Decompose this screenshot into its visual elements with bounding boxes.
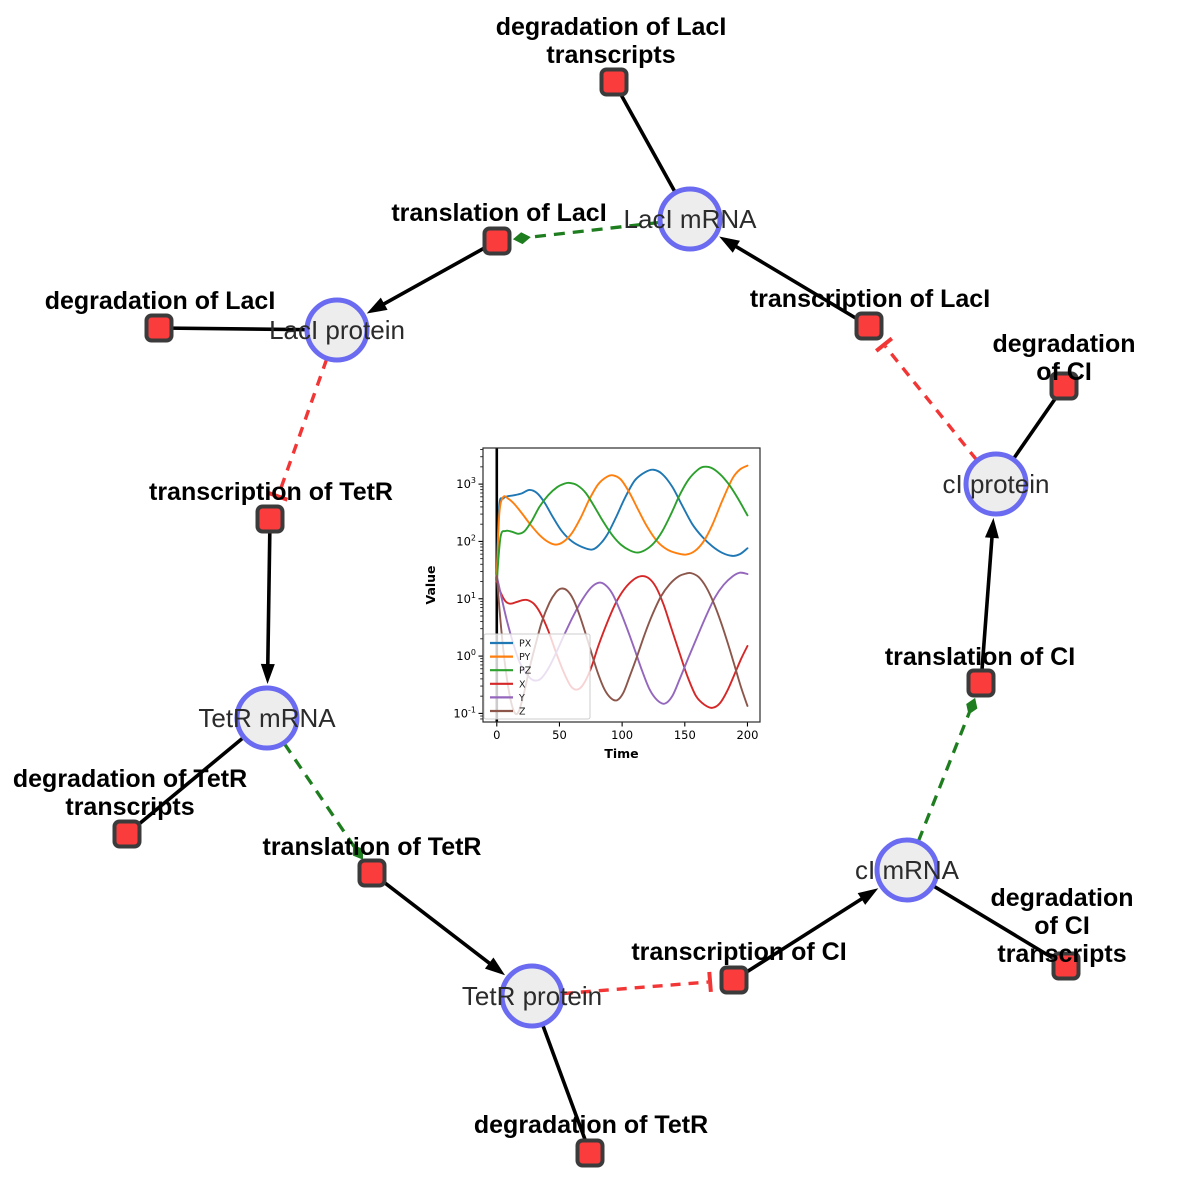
y-tick-label: 10-1 [453,705,476,720]
edge-laci_protein-txn_tetr [267,358,329,502]
reaction-node-deg_ci_tx[interactable] [1051,951,1081,981]
reaction-node-transl_laci[interactable] [482,226,512,256]
y-tick-label: 101 [456,591,476,606]
edges-layer [125,81,1067,1154]
series-PY [495,464,749,577]
species-node-ci_mrna[interactable] [874,837,940,903]
edge-txn_ci-ci_mrna [733,888,879,982]
x-tick-label: 150 [674,728,696,742]
reaction-node-deg_tetr[interactable] [575,1138,605,1168]
edge-transl_ci-ci_protein [979,517,999,684]
species-node-tetr_protein[interactable] [499,963,565,1029]
y-tick-label: 100 [456,648,476,663]
legend-entry-X: X [519,679,526,690]
reaction-node-transl_ci[interactable] [966,668,996,698]
edge-tetr_mrna-transl_tetr [283,742,364,860]
series-X [495,575,749,709]
reaction-node-deg_tetr_tx[interactable] [112,819,142,849]
x-tick-label: 50 [552,728,567,742]
species-node-ci_protein[interactable] [963,451,1029,517]
y-tick-label: 103 [456,476,476,491]
series-PZ [495,465,749,583]
x-axis-label: Time [604,746,638,761]
species-node-laci_protein[interactable] [304,297,370,363]
nodes-layer [112,67,1081,1168]
timecourse-inset-chart: 0 50 100 150 200 10-1 100 101 102 103 PX PY PZ XYZ Tim… [425,438,777,786]
chart-legend: PX PY PZ XYZ [483,633,591,720]
reaction-node-txn_tetr[interactable] [255,504,285,534]
reaction-node-deg_ci[interactable] [1049,371,1079,401]
edge-transl_tetr-tetr_protein [370,871,506,976]
x-tick-label: 0 [493,728,500,742]
x-tick-label: 100 [611,728,633,742]
edge-tetr_protein-txn_ci [562,971,713,996]
edge-transl_laci-laci_protein [366,239,498,314]
plot-box [482,447,761,723]
species-node-laci_mrna[interactable] [657,186,723,252]
reaction-node-transl_tetr[interactable] [357,858,387,888]
reaction-node-deg_laci[interactable] [144,313,174,343]
series-PX [495,468,749,573]
legend-entry-Y: Y [518,693,525,704]
chart-background [425,438,777,786]
reaction-node-txn_laci[interactable] [854,311,884,341]
y-tick-label: 102 [456,533,476,548]
legend-entry-PZ: PZ [519,666,532,677]
edge-txn_tetr-tetr_mrna [260,518,275,685]
x-tick-label: 200 [736,728,758,742]
edge-ci_mrna-transl_ci [916,697,978,842]
legend-entry-Z: Z [519,707,526,718]
edge-txn_laci-laci_mrna [719,236,870,328]
species-node-tetr_mrna[interactable] [234,685,300,751]
legend-entry-PX: PX [519,639,532,650]
reaction-node-deg_laci_tx[interactable] [599,67,629,97]
reaction-node-txn_ci[interactable] [719,965,749,995]
legend-entry-PY: PY [519,652,531,663]
edge-ci_protein-txn_laci [874,336,978,461]
y-axis-label: Value [425,565,438,604]
edge-laci_mrna-transl_laci [512,220,660,245]
